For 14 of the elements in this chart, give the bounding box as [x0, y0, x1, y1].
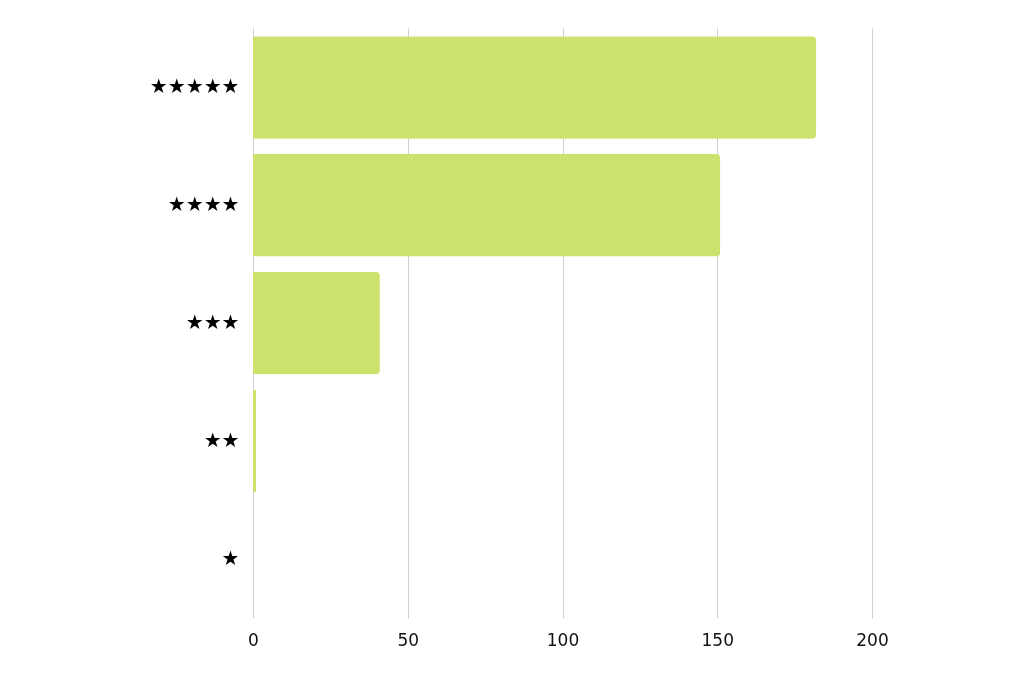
x-tick-label: 100: [546, 629, 580, 650]
x-tick-label: 150: [701, 629, 734, 650]
y-tick-label: ★★: [203, 427, 240, 452]
x-tick-label: 200: [856, 629, 889, 650]
bar: [253, 36, 817, 139]
y-tick-label: ★★★★★: [149, 74, 240, 99]
bar: [253, 154, 721, 257]
x-tick-label: 0: [248, 629, 259, 650]
bar: [253, 271, 380, 375]
x-tick-label: 50: [397, 629, 420, 650]
y-tick-label: ★: [221, 545, 240, 570]
y-tick-label: ★★★: [185, 310, 240, 334]
bar: [253, 389, 257, 492]
y-tick-label: ★★★★: [167, 192, 240, 217]
